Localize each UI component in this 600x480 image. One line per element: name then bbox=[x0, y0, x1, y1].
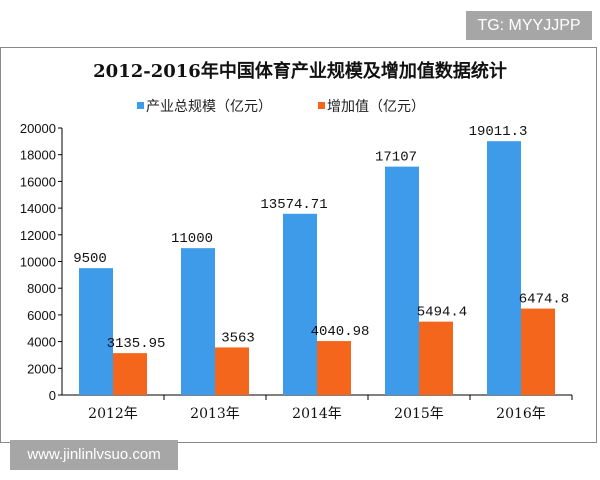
data-label-added: 3563 bbox=[221, 330, 255, 346]
data-label-total: 19011.3 bbox=[469, 124, 528, 140]
data-label-added: 3135.95 bbox=[107, 336, 166, 352]
x-tick-label: 2013年 bbox=[190, 406, 240, 422]
bar-total bbox=[487, 141, 521, 395]
legend-label-total: 产业总规模（亿元） bbox=[146, 99, 272, 115]
y-tick-label: 6000 bbox=[27, 308, 56, 323]
y-tick-label: 14000 bbox=[20, 201, 56, 216]
data-label-total: 13574.71 bbox=[260, 197, 327, 213]
legend: 产业总规模（亿元） 增加值（亿元） bbox=[137, 99, 425, 115]
bar-added bbox=[317, 341, 351, 395]
x-tick-label: 2014年 bbox=[292, 406, 342, 422]
data-label-added: 6474.8 bbox=[519, 292, 569, 308]
y-tick-label: 16000 bbox=[20, 174, 56, 189]
bar-added bbox=[215, 347, 249, 395]
legend-swatch-total bbox=[137, 102, 144, 109]
data-label-total: 11000 bbox=[171, 231, 213, 247]
bar-added bbox=[419, 321, 453, 395]
watermark-tg: TG: MYYJJPP bbox=[466, 11, 592, 40]
legend-label-added: 增加值（亿元） bbox=[327, 99, 425, 115]
y-tick-label: 18000 bbox=[20, 148, 56, 163]
bar-total bbox=[181, 248, 215, 395]
legend-swatch-added bbox=[318, 102, 325, 109]
bar-total bbox=[79, 268, 113, 395]
data-label-total: 17107 bbox=[375, 150, 417, 166]
y-tick-label: 20000 bbox=[20, 121, 56, 136]
y-tick-label: 10000 bbox=[20, 255, 56, 270]
watermark-url: www.jinlinlvsuo.com bbox=[10, 440, 178, 470]
y-tick-label: 0 bbox=[49, 388, 56, 403]
bar-added bbox=[113, 353, 147, 395]
data-label-added: 5494.4 bbox=[417, 305, 467, 321]
x-tick-label: 2012年 bbox=[88, 406, 138, 422]
data-label-added: 4040.98 bbox=[311, 324, 370, 340]
bar-total bbox=[283, 213, 317, 395]
bar-total bbox=[385, 166, 419, 395]
chart-title: 2012-2016年中国体育产业规模及增加值数据统计 bbox=[93, 60, 507, 82]
y-tick-label: 4000 bbox=[27, 335, 56, 350]
x-tick-label: 2016年 bbox=[496, 406, 546, 422]
y-tick-label: 2000 bbox=[27, 361, 56, 376]
y-tick-label: 8000 bbox=[27, 281, 56, 296]
data-label-total: 9500 bbox=[73, 251, 107, 267]
bar-added bbox=[521, 308, 555, 395]
y-tick-label: 12000 bbox=[20, 228, 56, 243]
x-tick-label: 2015年 bbox=[394, 406, 444, 422]
